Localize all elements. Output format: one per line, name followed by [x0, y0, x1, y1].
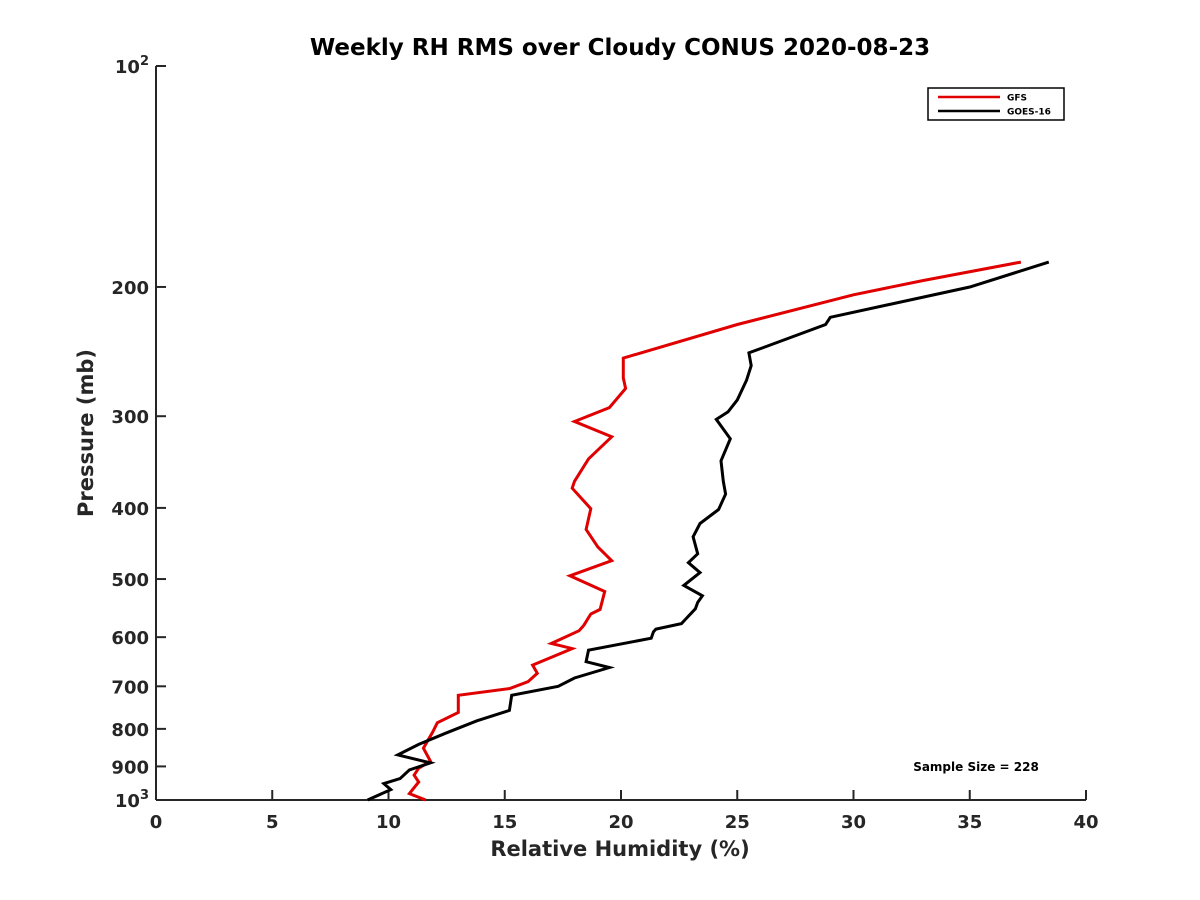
- series-line-gfs: [406, 260, 1022, 802]
- legend-label: GOES-16: [1007, 108, 1051, 118]
- x-tick-label: 30: [841, 812, 866, 833]
- y-tick-label: 600: [111, 628, 149, 649]
- y-tick-label: 900: [111, 757, 149, 778]
- y-tick-label: 200: [111, 278, 149, 299]
- x-tick-label: 20: [608, 812, 633, 833]
- y-tick-label: 102: [115, 54, 149, 78]
- x-tick-label: 10: [376, 812, 401, 833]
- y-tick-label: 400: [111, 499, 149, 520]
- x-axis-ticks: 0 5 10 15 20 25 30 35 40: [150, 790, 1099, 833]
- series-layer: [366, 260, 1050, 802]
- x-tick-label: 0: [150, 812, 163, 833]
- y-axis-label: Pressure (mb): [74, 349, 98, 517]
- series-line-goes-16: [366, 260, 1050, 802]
- y-axis-ticks: 102 200 300 400 500 600 700 800 900 103: [111, 54, 166, 812]
- legend-label: GFS: [1007, 94, 1027, 104]
- x-tick-label: 25: [725, 812, 750, 833]
- legend: GFS GOES-16: [927, 87, 1065, 121]
- legend-box: [927, 87, 1065, 121]
- y-tick-label: 500: [111, 570, 149, 591]
- x-tick-label: 40: [1073, 812, 1098, 833]
- y-tick-label: 800: [111, 720, 149, 741]
- y-tick-label: 700: [111, 677, 149, 698]
- x-tick-label: 15: [492, 812, 517, 833]
- sample-size-annotation: Sample Size = 228: [913, 760, 1039, 774]
- y-tick-label: 103: [115, 788, 149, 812]
- chart-title: Weekly RH RMS over Cloudy CONUS 2020-08-…: [310, 35, 930, 61]
- x-tick-label: 5: [266, 812, 279, 833]
- axes: [155, 66, 1086, 801]
- x-tick-label: 35: [957, 812, 982, 833]
- y-tick-label: 300: [111, 407, 149, 428]
- x-axis-label: Relative Humidity (%): [490, 837, 749, 861]
